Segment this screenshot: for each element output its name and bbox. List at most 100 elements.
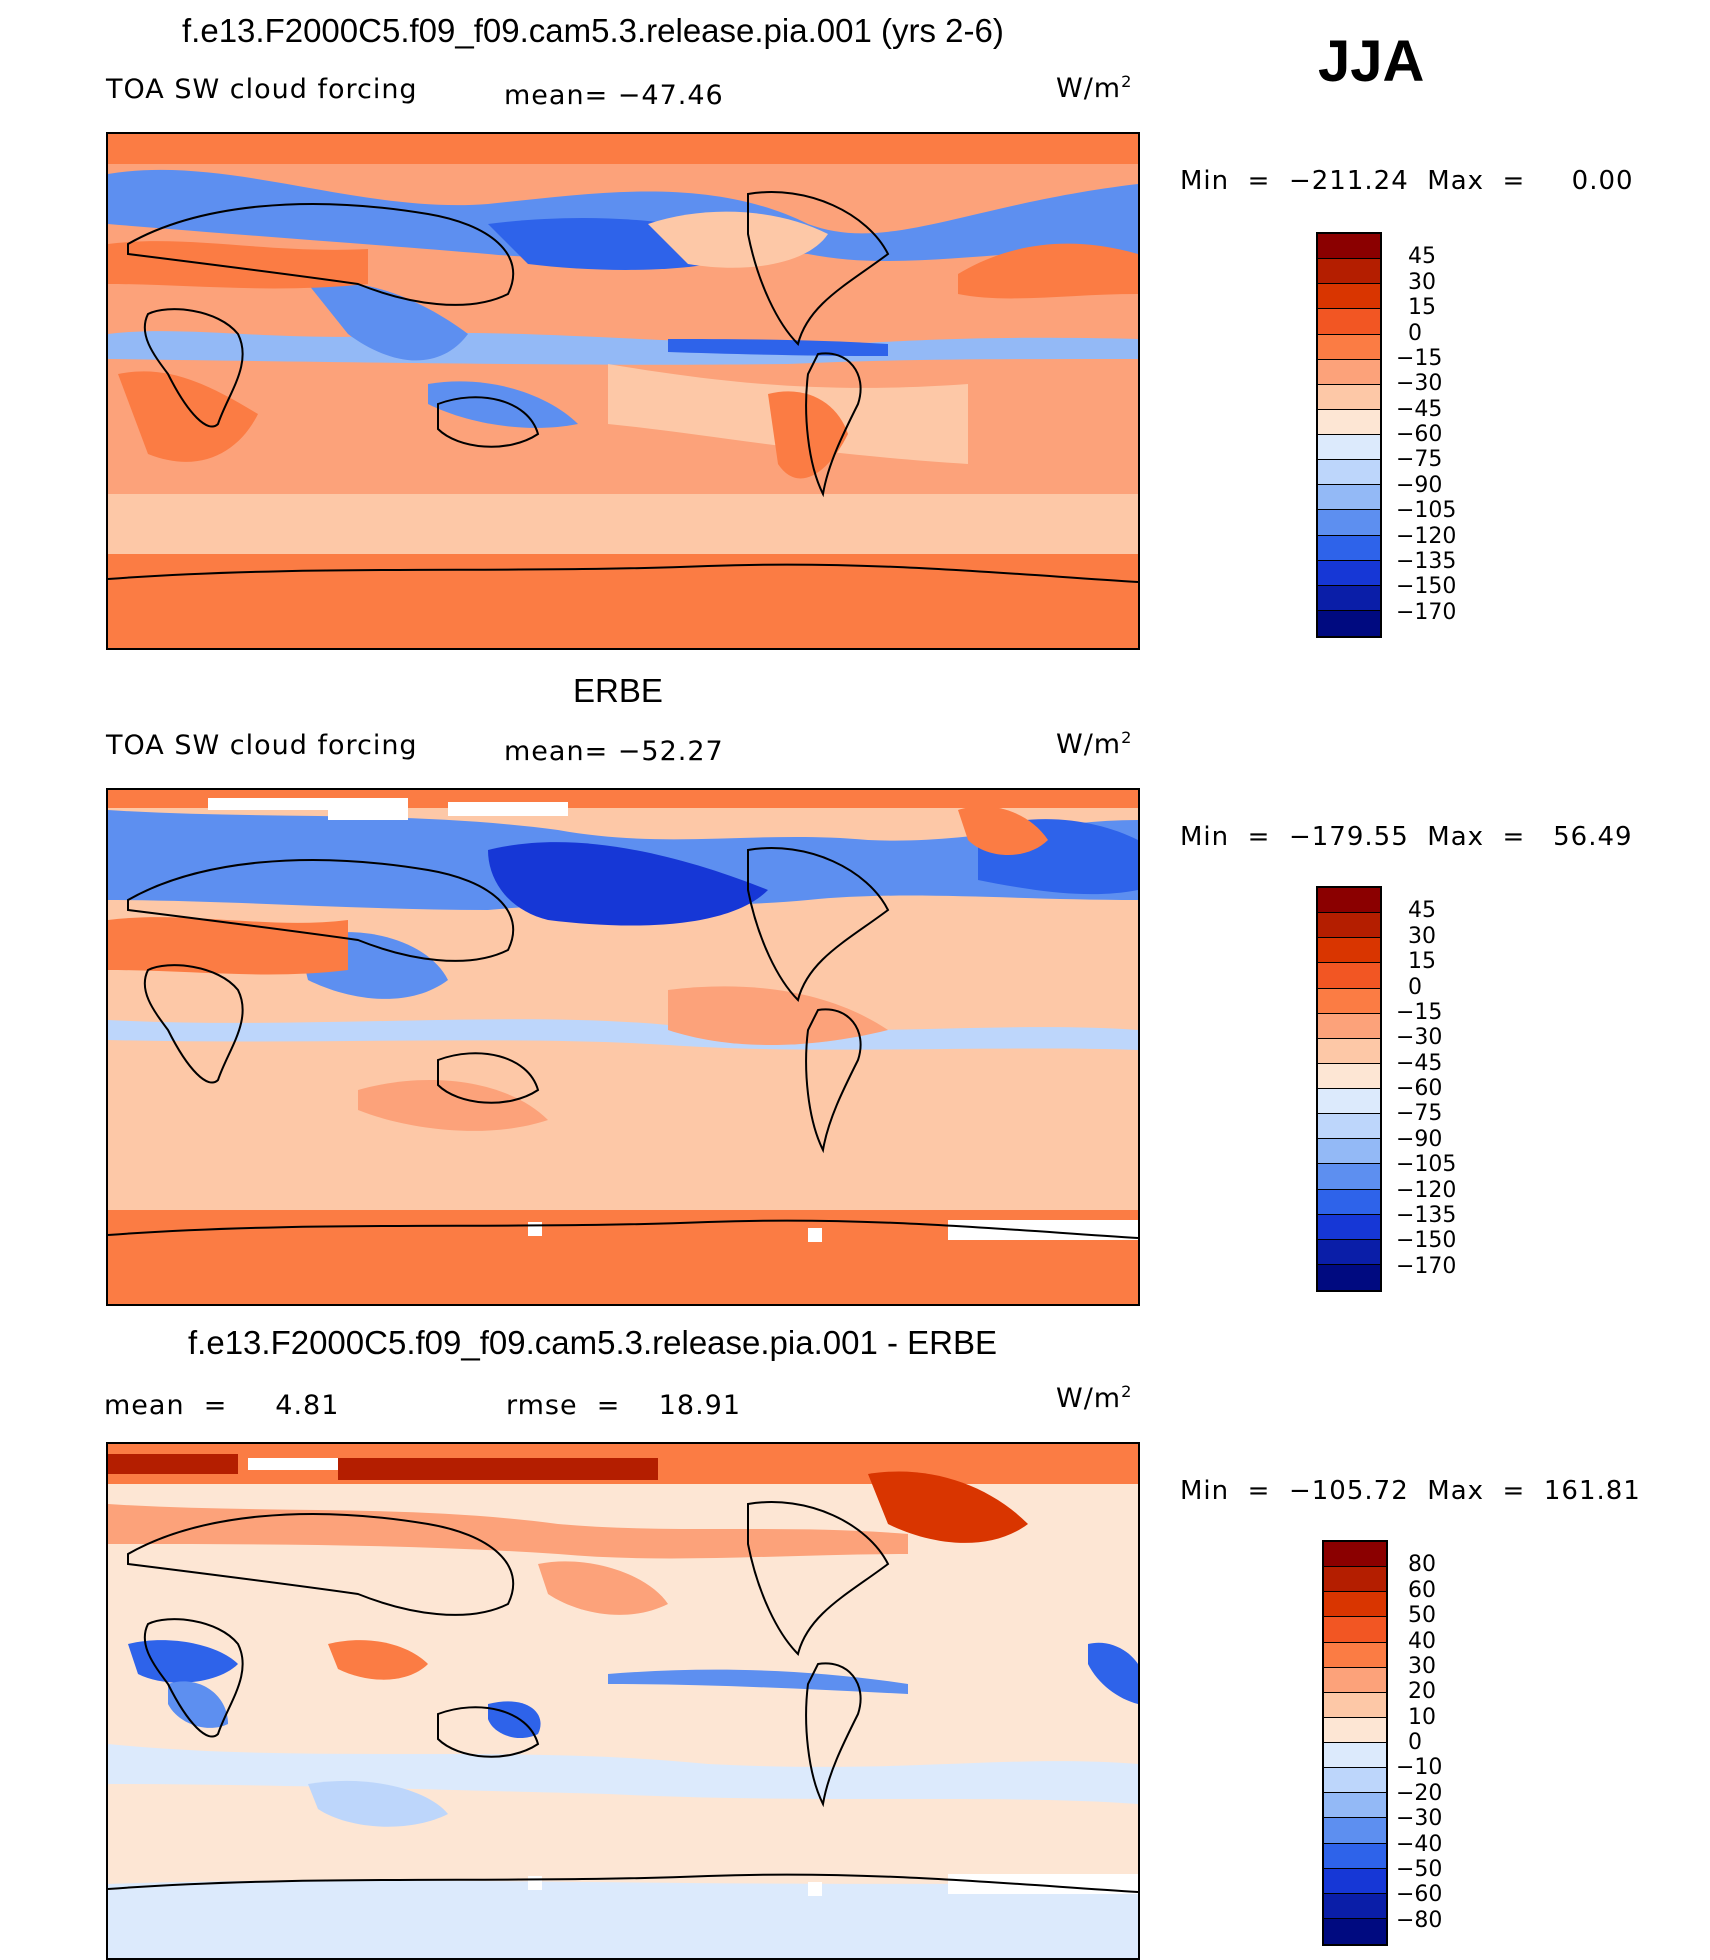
panel-3-title: f.e13.F2000C5.f09_f09.cam5.3.release.pia… [188, 1324, 997, 1361]
colorbar-tick-label: −20 [1396, 1780, 1443, 1806]
colorbar-swatch [1324, 1918, 1386, 1944]
colorbar-swatch [1318, 888, 1380, 914]
colorbar-swatch [1318, 1264, 1380, 1290]
colorbar-tick-label: −105 [1396, 1152, 1457, 1178]
panel-1-units: W/m2 [1056, 72, 1133, 104]
panel-3-colorbar [1322, 1540, 1388, 1946]
colorbar-tick-label: 30 [1408, 1653, 1436, 1679]
colorbar-tick-label: −75 [1396, 447, 1443, 473]
colorbar-swatch [1318, 359, 1380, 385]
colorbar-swatch [1318, 309, 1380, 335]
season-label: JJA [1318, 29, 1425, 94]
panel-2-variable-label: TOA SW cloud forcing [106, 730, 418, 761]
colorbar-tick-label: −60 [1396, 1076, 1443, 1101]
colorbar-swatch [1324, 1743, 1386, 1769]
colorbar-tick-label: −120 [1396, 523, 1457, 549]
colorbar-swatch [1318, 1164, 1380, 1190]
colorbar-swatch [1318, 1089, 1380, 1115]
panel-3-minmax: Min = −105.72 Max = 161.81 [1180, 1476, 1641, 1506]
colorbar-swatch [1318, 913, 1380, 939]
colorbar-swatch [1318, 510, 1380, 536]
colorbar-tick-label: −15 [1396, 345, 1443, 371]
colorbar-tick-label: −60 [1396, 422, 1443, 447]
colorbar-tick-label: −30 [1396, 371, 1443, 397]
colorbar-swatch [1318, 938, 1380, 964]
colorbar-swatch [1324, 1843, 1386, 1869]
colorbar-tick-label: 30 [1408, 923, 1436, 949]
colorbar-swatch [1318, 988, 1380, 1014]
colorbar-swatch [1318, 485, 1380, 511]
colorbar-swatch [1324, 1893, 1386, 1919]
panel-3-rmse-label: rmse = 18.91 [506, 1390, 742, 1421]
colorbar-swatch [1324, 1642, 1386, 1668]
panel-1-mean-label: mean= −47.46 [504, 80, 724, 111]
colorbar-swatch [1318, 535, 1380, 561]
panel-2-colorbar [1316, 886, 1382, 1292]
colorbar-swatch [1324, 1868, 1386, 1894]
colorbar-tick-label: 40 [1408, 1628, 1436, 1654]
colorbar-swatch [1318, 234, 1380, 260]
colorbar-tick-label: −30 [1396, 1025, 1443, 1051]
colorbar-tick-label: −80 [1396, 1907, 1443, 1933]
colorbar-tick-label: −75 [1396, 1101, 1443, 1127]
colorbar-tick-label: 60 [1408, 1577, 1436, 1603]
colorbar-swatch [1324, 1617, 1386, 1643]
colorbar-swatch [1318, 963, 1380, 989]
colorbar-swatch [1318, 560, 1380, 586]
panel-1-variable-label: TOA SW cloud forcing [106, 74, 418, 105]
colorbar-swatch [1318, 334, 1380, 360]
colorbar-swatch [1324, 1818, 1386, 1844]
colorbar-tick-label: −30 [1396, 1806, 1443, 1832]
colorbar-tick-label: −40 [1396, 1831, 1443, 1857]
colorbar-tick-label: 45 [1408, 244, 1436, 270]
colorbar-tick-label: −150 [1396, 574, 1457, 600]
colorbar-swatch [1318, 435, 1380, 461]
panel-2-map-field [108, 790, 1138, 1304]
colorbar-swatch [1324, 1717, 1386, 1743]
colorbar-tick-label: 20 [1408, 1679, 1436, 1705]
colorbar-tick-label: −45 [1396, 1050, 1443, 1076]
colorbar-tick-label: −170 [1396, 599, 1457, 625]
panel-3-map [106, 1442, 1140, 1960]
colorbar-swatch [1318, 284, 1380, 310]
colorbar-swatch [1324, 1768, 1386, 1794]
colorbar-tick-label: −10 [1396, 1755, 1443, 1781]
panel-1-minmax: Min = −211.24 Max = 0.00 [1180, 166, 1634, 196]
panel-2-title: ERBE [573, 672, 663, 709]
colorbar-tick-label: 50 [1408, 1603, 1436, 1629]
colorbar-swatch [1324, 1567, 1386, 1593]
colorbar-tick-label: −90 [1396, 1126, 1443, 1152]
colorbar-swatch [1324, 1542, 1386, 1568]
colorbar-swatch [1318, 1013, 1380, 1039]
colorbar-swatch [1318, 409, 1380, 435]
colorbar-tick-label: −90 [1396, 472, 1443, 498]
colorbar-tick-label: −170 [1396, 1253, 1457, 1279]
colorbar-tick-label: −50 [1396, 1856, 1443, 1882]
colorbar-tick-label: −135 [1396, 1202, 1457, 1228]
panel-2-map [106, 788, 1140, 1306]
colorbar-swatch [1318, 1114, 1380, 1140]
colorbar-tick-label: 0 [1408, 320, 1422, 346]
colorbar-swatch [1318, 460, 1380, 486]
colorbar-swatch [1318, 610, 1380, 636]
panel-2-mean-label: mean= −52.27 [504, 736, 724, 767]
panel-3-mean-label: mean = 4.81 [104, 1390, 340, 1421]
panel-2-units: W/m2 [1056, 728, 1133, 760]
panel-3-units: W/m2 [1056, 1382, 1133, 1414]
colorbar-swatch [1318, 1063, 1380, 1089]
colorbar-swatch [1318, 1139, 1380, 1165]
colorbar-swatch [1318, 384, 1380, 410]
colorbar-swatch [1324, 1592, 1386, 1618]
panel-1-colorbar [1316, 232, 1382, 638]
colorbar-tick-label: −105 [1396, 498, 1457, 524]
colorbar-tick-label: 45 [1408, 898, 1436, 924]
colorbar-swatch [1318, 1214, 1380, 1240]
colorbar-swatch [1318, 1038, 1380, 1064]
colorbar-tick-label: −120 [1396, 1177, 1457, 1203]
colorbar-tick-label: 15 [1408, 949, 1436, 975]
panel-1-title: f.e13.F2000C5.f09_f09.cam5.3.release.pia… [182, 12, 1004, 49]
colorbar-swatch [1318, 1239, 1380, 1265]
panel-1-map-field [108, 134, 1138, 648]
colorbar-swatch [1318, 585, 1380, 611]
colorbar-swatch [1318, 259, 1380, 285]
